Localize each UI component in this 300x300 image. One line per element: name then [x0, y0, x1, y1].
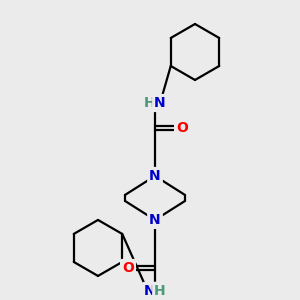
Text: N: N	[149, 213, 161, 227]
Text: N: N	[154, 96, 166, 110]
Text: H: H	[144, 96, 156, 110]
Text: N: N	[149, 169, 161, 183]
Text: O: O	[122, 261, 134, 275]
Text: O: O	[176, 121, 188, 135]
Text: N: N	[144, 284, 156, 298]
Text: H: H	[154, 284, 166, 298]
